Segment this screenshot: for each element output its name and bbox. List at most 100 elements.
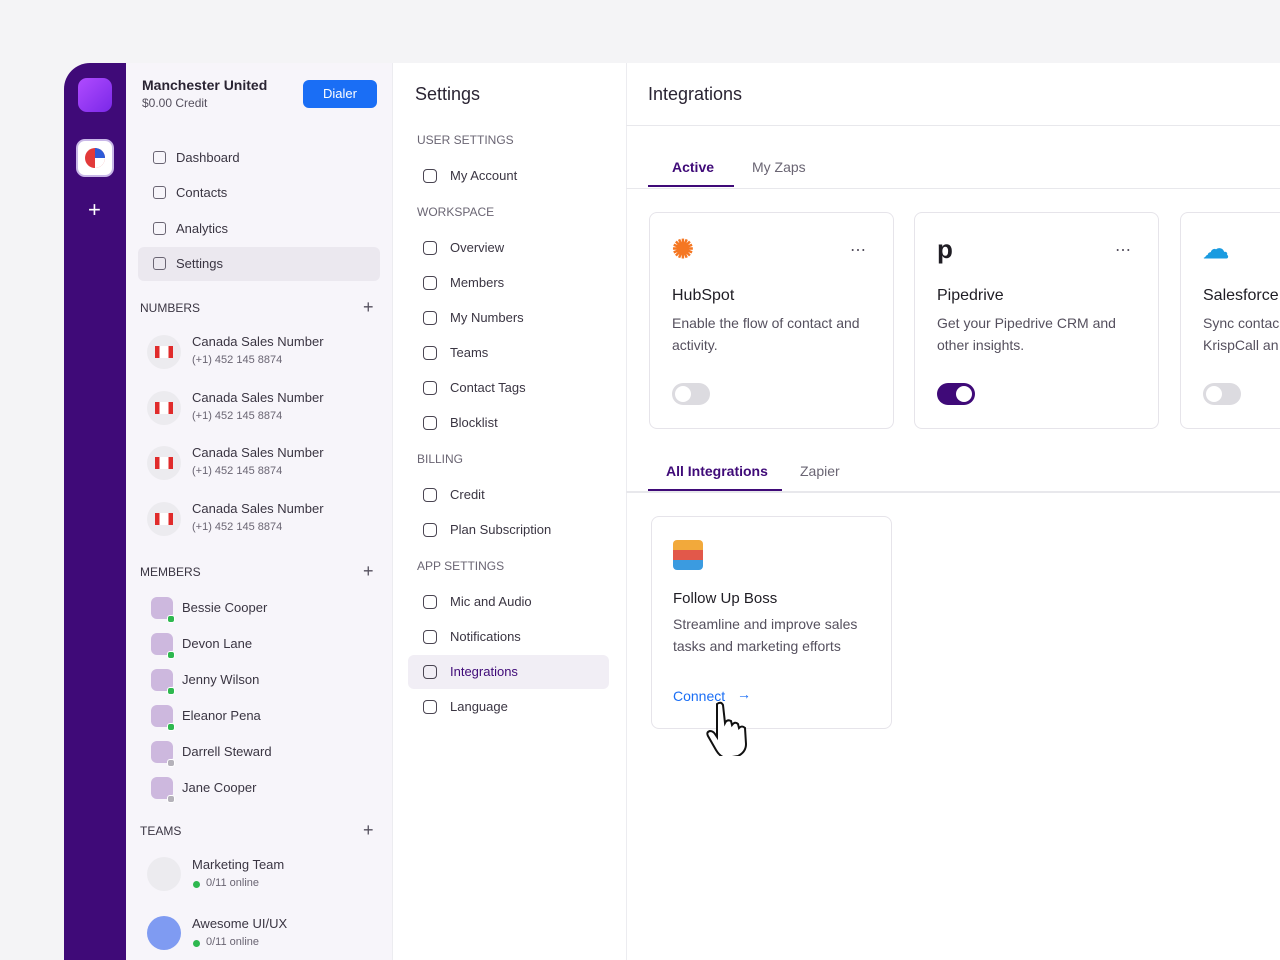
settings-icon xyxy=(423,700,437,714)
online-dot xyxy=(193,940,200,947)
presence-dot xyxy=(167,687,175,695)
settings-item[interactable]: Integrations xyxy=(450,664,518,679)
add-button[interactable]: + xyxy=(363,561,374,581)
number-phone: (+1) 452 145 8874 xyxy=(192,354,283,366)
section-header[interactable]: TEAMS xyxy=(140,824,182,838)
card-description: Sync contac xyxy=(1203,315,1280,331)
more-button[interactable]: ⋯ xyxy=(1115,242,1131,259)
more-button[interactable]: ⋯ xyxy=(850,242,866,259)
settings-icon xyxy=(423,630,437,644)
connect-arrow: → xyxy=(737,686,751,702)
nav-item[interactable]: Analytics xyxy=(176,221,229,236)
number-phone: (+1) 452 145 8874 xyxy=(192,465,283,477)
section-header[interactable]: NUMBERS xyxy=(140,301,201,315)
flag xyxy=(155,401,173,414)
settings-item[interactable]: Credit xyxy=(450,487,485,502)
toggle-knob xyxy=(675,386,691,402)
settings-item[interactable]: Blocklist xyxy=(450,415,498,430)
number-name[interactable]: Canada Sales Number xyxy=(192,334,324,349)
card-name: Follow Up Boss xyxy=(673,590,778,607)
settings-item[interactable]: Contact Tags xyxy=(450,380,526,395)
nav-item[interactable]: Contacts xyxy=(176,185,228,200)
member-name[interactable]: Jane Cooper xyxy=(182,780,257,795)
sub-tab[interactable]: Zapier xyxy=(800,463,840,479)
member-avatar xyxy=(151,777,173,799)
settings-item[interactable]: Language xyxy=(450,699,508,714)
divider xyxy=(626,491,1280,492)
tab[interactable]: My Zaps xyxy=(752,159,806,175)
number-name[interactable]: Canada Sales Number xyxy=(192,445,324,460)
toggle[interactable] xyxy=(937,383,975,405)
settings-item[interactable]: Overview xyxy=(450,240,505,255)
add-workspace[interactable]: + xyxy=(88,197,101,222)
workspace-rail xyxy=(64,63,126,960)
member-name[interactable]: Bessie Cooper xyxy=(182,600,268,615)
online-dot xyxy=(193,881,200,888)
card-description: Enable the flow of contact and xyxy=(672,315,860,331)
divider xyxy=(626,125,1280,126)
team-name[interactable]: Marketing Team xyxy=(192,857,285,872)
settings-item[interactable]: Members xyxy=(450,275,505,290)
workspace-icon xyxy=(85,148,105,168)
settings-icon xyxy=(423,346,437,360)
member-avatar xyxy=(151,669,173,691)
team-avatar xyxy=(147,916,181,950)
app-window: + Manchester United $0.00 Credit Dialer Das… xyxy=(64,63,1280,960)
nav-item[interactable]: Settings xyxy=(176,256,223,271)
number-name[interactable]: Canada Sales Number xyxy=(192,389,324,405)
flag-avatar xyxy=(147,501,181,536)
team-name[interactable]: Awesome UI/UX xyxy=(192,916,288,931)
add-button[interactable]: + xyxy=(363,297,374,317)
number-phone: (+1) 452 145 8874 xyxy=(192,520,283,533)
sub-tab[interactable]: All Integrations xyxy=(666,463,768,479)
settings-item[interactable]: My Numbers xyxy=(450,310,524,325)
settings-icon xyxy=(423,523,437,537)
settings-item[interactable]: Plan Subscription xyxy=(450,522,552,537)
presence-dot xyxy=(167,795,175,803)
member-avatar xyxy=(151,633,173,655)
nav-item[interactable]: Dashboard xyxy=(176,150,240,165)
card-description: Get your Pipedrive CRM and xyxy=(937,315,1116,331)
logo xyxy=(673,540,703,570)
nav-icon xyxy=(153,186,166,199)
settings-icon xyxy=(423,241,437,255)
flag xyxy=(155,512,173,525)
card-name: Salesforce xyxy=(1203,287,1279,304)
credit: $0.00 Credit xyxy=(142,96,208,110)
app-logo[interactable] xyxy=(78,78,112,112)
card-description: other insights. xyxy=(937,337,1025,353)
flag-avatar xyxy=(147,446,181,480)
tab[interactable]: Active xyxy=(672,159,715,175)
settings-icon xyxy=(423,311,437,325)
divider xyxy=(626,492,1280,493)
number-name[interactable]: Canada Sales Number xyxy=(192,500,324,516)
settings-title: Settings xyxy=(415,84,481,104)
presence-dot xyxy=(167,651,175,659)
settings-item[interactable]: Notifications xyxy=(450,629,521,644)
settings-item[interactable]: Mic and Audio xyxy=(450,594,532,609)
member-name[interactable]: Eleanor Pena xyxy=(182,708,261,723)
nav-icon xyxy=(153,151,166,164)
member-name[interactable]: Darrell Steward xyxy=(182,744,272,759)
flag xyxy=(155,457,173,469)
card-description: Streamline and improve sales xyxy=(673,616,858,632)
dialer-button[interactable]: Dialer xyxy=(303,80,377,108)
settings-icon xyxy=(423,665,437,679)
member-name[interactable]: Devon Lane xyxy=(182,636,253,651)
card-name: Pipedrive xyxy=(937,287,1004,304)
member-name[interactable]: Jenny Wilson xyxy=(182,672,260,687)
settings-item[interactable]: My Account xyxy=(450,168,518,183)
add-button[interactable]: + xyxy=(363,820,374,840)
workspace-avatar[interactable] xyxy=(76,139,114,177)
settings-item[interactable]: Teams xyxy=(450,345,489,360)
section-header[interactable]: MEMBERS xyxy=(140,565,201,579)
toggle[interactable] xyxy=(672,383,710,405)
connect-link[interactable]: Connect xyxy=(673,688,726,704)
member-avatar xyxy=(151,597,173,619)
toggle-knob xyxy=(1206,386,1222,402)
group-label: APP SETTINGS xyxy=(417,559,505,573)
flag-avatar xyxy=(147,335,181,369)
toggle[interactable] xyxy=(1203,383,1241,405)
presence-dot xyxy=(167,723,175,731)
team-avatar xyxy=(147,857,181,891)
